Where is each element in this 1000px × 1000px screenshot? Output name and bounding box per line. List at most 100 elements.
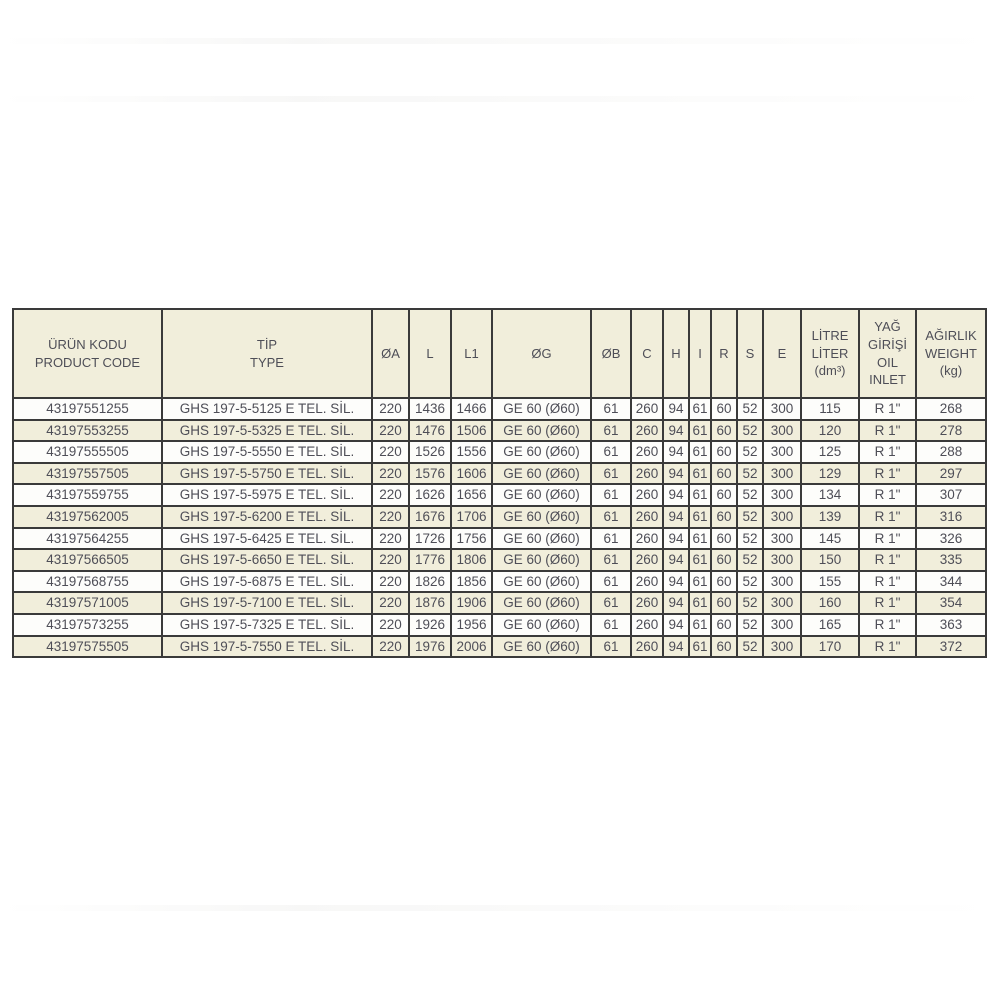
cell-weight: 307 — [915, 483, 987, 507]
cell-i: 61 — [688, 418, 712, 443]
cell-r: 60 — [710, 526, 738, 551]
scan-artifact — [0, 38, 1000, 44]
cell-i: 61 — [688, 548, 712, 572]
cell-l: 1976 — [408, 634, 452, 659]
cell-og: GE 60 (Ø60) — [491, 526, 592, 551]
cell-oil-inlet: R 1" — [858, 418, 917, 443]
cell-i: 61 — [688, 461, 712, 486]
cell-e: 300 — [762, 548, 802, 572]
cell-og: GE 60 (Ø60) — [491, 483, 592, 507]
cell-r: 60 — [710, 634, 738, 659]
cell-h: 94 — [662, 397, 690, 421]
cell-oa: 220 — [371, 483, 410, 507]
cell-s: 52 — [736, 504, 764, 529]
cell-h: 94 — [662, 591, 690, 615]
cell-weight: 363 — [915, 612, 987, 637]
cell-s: 52 — [736, 440, 764, 464]
cell-ob: 61 — [590, 548, 632, 572]
cell-e: 300 — [762, 483, 802, 507]
cell-ob: 61 — [590, 504, 632, 529]
cell-r: 60 — [710, 612, 738, 637]
cell-l1: 2006 — [450, 634, 493, 659]
cell-c: 260 — [630, 483, 664, 507]
cell-weight: 326 — [915, 526, 987, 551]
cell-l: 1676 — [408, 504, 452, 529]
cell-r: 60 — [710, 504, 738, 529]
table-row: 43197575505 GHS 197-5-7550 E TEL. SİL. 220… — [12, 634, 987, 659]
cell-s: 52 — [736, 591, 764, 615]
cell-r: 60 — [710, 569, 738, 594]
cell-oa: 220 — [371, 504, 410, 529]
product-spec-table: ÜRÜN KODU PRODUCT CODE TİP TYPE ØA L L1 ØG ØB C H I… — [12, 308, 987, 659]
cell-oa: 220 — [371, 612, 410, 637]
cell-weight: 335 — [915, 548, 987, 572]
cell-og: GE 60 (Ø60) — [491, 569, 592, 594]
cell-type: GHS 197-5-6875 E TEL. SİL. — [161, 569, 373, 594]
cell-e: 300 — [762, 461, 802, 486]
cell-s: 52 — [736, 483, 764, 507]
table-row: 43197553255 GHS 197-5-5325 E TEL. SİL. 220… — [12, 418, 987, 443]
cell-product-code: 43197557505 — [12, 461, 163, 486]
cell-og: GE 60 (Ø60) — [491, 548, 592, 572]
scan-artifact — [0, 96, 1000, 102]
cell-og: GE 60 (Ø60) — [491, 461, 592, 486]
cell-weight: 288 — [915, 440, 987, 464]
table-row: 43197555505 GHS 197-5-5550 E TEL. SİL. 220… — [12, 440, 987, 464]
cell-c: 260 — [630, 569, 664, 594]
cell-c: 260 — [630, 504, 664, 529]
cell-s: 52 — [736, 569, 764, 594]
cell-l: 1436 — [408, 397, 452, 421]
cell-e: 300 — [762, 504, 802, 529]
cell-oil-inlet: R 1" — [858, 591, 917, 615]
cell-c: 260 — [630, 634, 664, 659]
cell-ob: 61 — [590, 569, 632, 594]
cell-ob: 61 — [590, 526, 632, 551]
cell-c: 260 — [630, 418, 664, 443]
cell-c: 260 — [630, 440, 664, 464]
cell-ob: 61 — [590, 440, 632, 464]
cell-litre: 150 — [800, 548, 860, 572]
column-header-e: E — [762, 308, 802, 399]
column-header-r: R — [710, 308, 738, 399]
cell-ob: 61 — [590, 483, 632, 507]
cell-product-code: 43197573255 — [12, 612, 163, 637]
cell-oil-inlet: R 1" — [858, 440, 917, 464]
cell-type: GHS 197-5-6650 E TEL. SİL. — [161, 548, 373, 572]
cell-l1: 1806 — [450, 548, 493, 572]
cell-s: 52 — [736, 612, 764, 637]
cell-oil-inlet: R 1" — [858, 397, 917, 421]
cell-litre: 115 — [800, 397, 860, 421]
cell-l1: 1466 — [450, 397, 493, 421]
cell-l1: 1856 — [450, 569, 493, 594]
cell-weight: 354 — [915, 591, 987, 615]
cell-product-code: 43197559755 — [12, 483, 163, 507]
cell-weight: 344 — [915, 569, 987, 594]
cell-i: 61 — [688, 483, 712, 507]
cell-e: 300 — [762, 526, 802, 551]
cell-s: 52 — [736, 418, 764, 443]
cell-oil-inlet: R 1" — [858, 634, 917, 659]
cell-l1: 1656 — [450, 483, 493, 507]
cell-product-code: 43197555505 — [12, 440, 163, 464]
cell-e: 300 — [762, 569, 802, 594]
cell-r: 60 — [710, 461, 738, 486]
cell-type: GHS 197-5-5975 E TEL. SİL. — [161, 483, 373, 507]
column-header-l: L — [408, 308, 452, 399]
cell-og: GE 60 (Ø60) — [491, 634, 592, 659]
cell-r: 60 — [710, 418, 738, 443]
cell-l1: 1556 — [450, 440, 493, 464]
cell-h: 94 — [662, 440, 690, 464]
cell-i: 61 — [688, 634, 712, 659]
cell-litre: 165 — [800, 612, 860, 637]
column-header-oil-inlet: YAĞ GİRİŞİ OIL INLET — [858, 308, 917, 399]
cell-ob: 61 — [590, 418, 632, 443]
cell-h: 94 — [662, 483, 690, 507]
cell-litre: 145 — [800, 526, 860, 551]
cell-l: 1876 — [408, 591, 452, 615]
cell-weight: 316 — [915, 504, 987, 529]
cell-l: 1726 — [408, 526, 452, 551]
cell-e: 300 — [762, 440, 802, 464]
cell-s: 52 — [736, 526, 764, 551]
cell-s: 52 — [736, 461, 764, 486]
